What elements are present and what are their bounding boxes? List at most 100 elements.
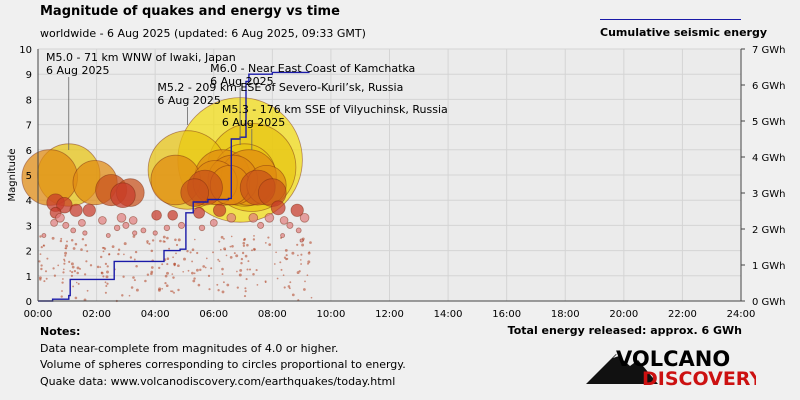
minor-quake-dot bbox=[245, 278, 248, 281]
minor-quake-dot bbox=[57, 264, 60, 267]
minor-quake-dot bbox=[288, 287, 291, 290]
quake-bubble bbox=[177, 221, 185, 229]
notes-line-source[interactable]: Quake data: www.volcanodiscovery.com/ear… bbox=[40, 374, 396, 388]
annotation-date: 6 Aug 2025 bbox=[157, 94, 220, 107]
minor-quake-dot bbox=[86, 250, 89, 253]
minor-quake-dot bbox=[177, 238, 181, 242]
notes-line-completeness: Data near-complete from magnitudes of 4.… bbox=[40, 341, 339, 355]
minor-quake-dot bbox=[105, 284, 108, 288]
y2-tick-label: 0 GWh bbox=[752, 297, 786, 308]
minor-quake-dot bbox=[117, 248, 121, 251]
small-quake-dots bbox=[38, 235, 313, 303]
minor-quake-dot bbox=[193, 238, 196, 241]
y2-tick-label: 3 GWh bbox=[752, 189, 786, 200]
minor-quake-dot bbox=[300, 263, 303, 265]
minor-quake-dot bbox=[252, 272, 255, 276]
minor-quake-dot bbox=[267, 236, 270, 239]
quake-bubble bbox=[62, 221, 70, 229]
minor-quake-dot bbox=[175, 243, 179, 247]
minor-quake-dot bbox=[65, 247, 68, 250]
minor-quake-dot bbox=[104, 281, 107, 284]
minor-quake-dot bbox=[43, 280, 46, 283]
y2-tick-label: 1 GWh bbox=[752, 261, 786, 272]
minor-quake-dot bbox=[166, 236, 169, 240]
quake-bubble bbox=[82, 230, 88, 236]
minor-quake-dot bbox=[244, 287, 247, 290]
minor-quake-dot bbox=[70, 274, 74, 278]
quake-bubble bbox=[78, 218, 86, 227]
minor-quake-dot bbox=[102, 250, 105, 253]
minor-quake-dot bbox=[135, 265, 138, 268]
minor-quake-dot bbox=[253, 235, 255, 237]
minor-quake-dot bbox=[72, 285, 75, 288]
minor-quake-dot bbox=[218, 260, 221, 263]
volcanodiscovery-logo[interactable]: VOLCANO DISCOVERY bbox=[586, 346, 756, 392]
x-tick-label: 06:00 bbox=[199, 309, 228, 320]
minor-quake-dot bbox=[300, 253, 303, 256]
quake-bubble bbox=[264, 213, 275, 223]
minor-quake-dot bbox=[132, 235, 136, 238]
minor-quake-dot bbox=[229, 256, 233, 259]
annotation-title: M5.2 - 209 km ESE of Severo-Kuril’sk, Ru… bbox=[157, 81, 403, 94]
x-tick-label: 02:00 bbox=[82, 309, 111, 320]
minor-quake-dot bbox=[210, 267, 213, 270]
quake-bubble bbox=[193, 206, 206, 219]
minor-quake-dot bbox=[273, 263, 276, 265]
notes-block: Notes: Data near-complete from magnitude… bbox=[40, 324, 406, 390]
minor-quake-dot bbox=[60, 237, 63, 240]
minor-quake-dot bbox=[207, 274, 211, 278]
annotation-title: M6.0 - Near East Coast of Kamchatka bbox=[210, 62, 415, 75]
minor-quake-dot bbox=[75, 281, 78, 284]
minor-quake-dot bbox=[236, 286, 239, 289]
y-tick-label: 3 bbox=[26, 221, 32, 232]
y-tick-label: 9 bbox=[26, 70, 32, 81]
minor-quake-dot bbox=[212, 251, 214, 254]
minor-quake-dot bbox=[240, 262, 243, 265]
quake-bubble bbox=[279, 216, 289, 225]
minor-quake-dot bbox=[123, 253, 125, 256]
quake-bubble bbox=[140, 227, 147, 234]
minor-quake-dot bbox=[38, 260, 41, 263]
minor-quake-dot bbox=[158, 266, 161, 270]
minor-quake-dot bbox=[105, 275, 109, 279]
minor-quake-dot bbox=[246, 243, 249, 247]
minor-quake-dot bbox=[197, 283, 201, 287]
minor-quake-dot bbox=[196, 251, 199, 255]
quake-bubble bbox=[295, 227, 302, 234]
y-tick-label: 2 bbox=[26, 247, 32, 258]
annotation-title: M5.3 - 176 km SSE of Vilyuchinsk, Russia bbox=[222, 103, 448, 116]
minor-quake-dot bbox=[74, 242, 78, 246]
minor-quake-dot bbox=[186, 250, 189, 253]
quake-bubble bbox=[110, 182, 136, 209]
minor-quake-dot bbox=[216, 283, 219, 286]
minor-quake-dot bbox=[103, 247, 107, 251]
minor-quake-dot bbox=[150, 249, 154, 253]
minor-quake-dot bbox=[162, 235, 166, 239]
minor-quake-dot bbox=[135, 288, 139, 292]
quake-bubble bbox=[180, 178, 210, 207]
quake-bubble bbox=[152, 230, 158, 236]
minor-quake-dot bbox=[192, 279, 196, 283]
minor-quake-dot bbox=[221, 290, 225, 294]
minor-quake-dot bbox=[246, 268, 249, 271]
minor-quake-dot bbox=[146, 240, 149, 243]
y-axis-label: Magnitude bbox=[7, 149, 18, 202]
minor-quake-dot bbox=[217, 258, 220, 261]
minor-quake-dot bbox=[71, 265, 75, 269]
minor-quake-dot bbox=[275, 251, 277, 254]
quake-bubble bbox=[116, 213, 127, 223]
quake-bubble bbox=[299, 238, 304, 243]
minor-quake-dot bbox=[226, 283, 230, 287]
minor-quake-dot bbox=[299, 259, 302, 261]
minor-quake-dot bbox=[308, 251, 311, 254]
minor-quake-dot bbox=[243, 295, 247, 298]
minor-quake-dot bbox=[205, 257, 208, 260]
minor-quake-dot bbox=[283, 286, 286, 289]
minor-quake-dot bbox=[217, 289, 220, 292]
minor-quake-dot bbox=[76, 271, 79, 275]
minor-quake-dot bbox=[121, 294, 124, 297]
minor-quake-dot bbox=[268, 243, 272, 246]
minor-quake-dot bbox=[72, 247, 76, 250]
minor-quake-dot bbox=[239, 268, 243, 272]
